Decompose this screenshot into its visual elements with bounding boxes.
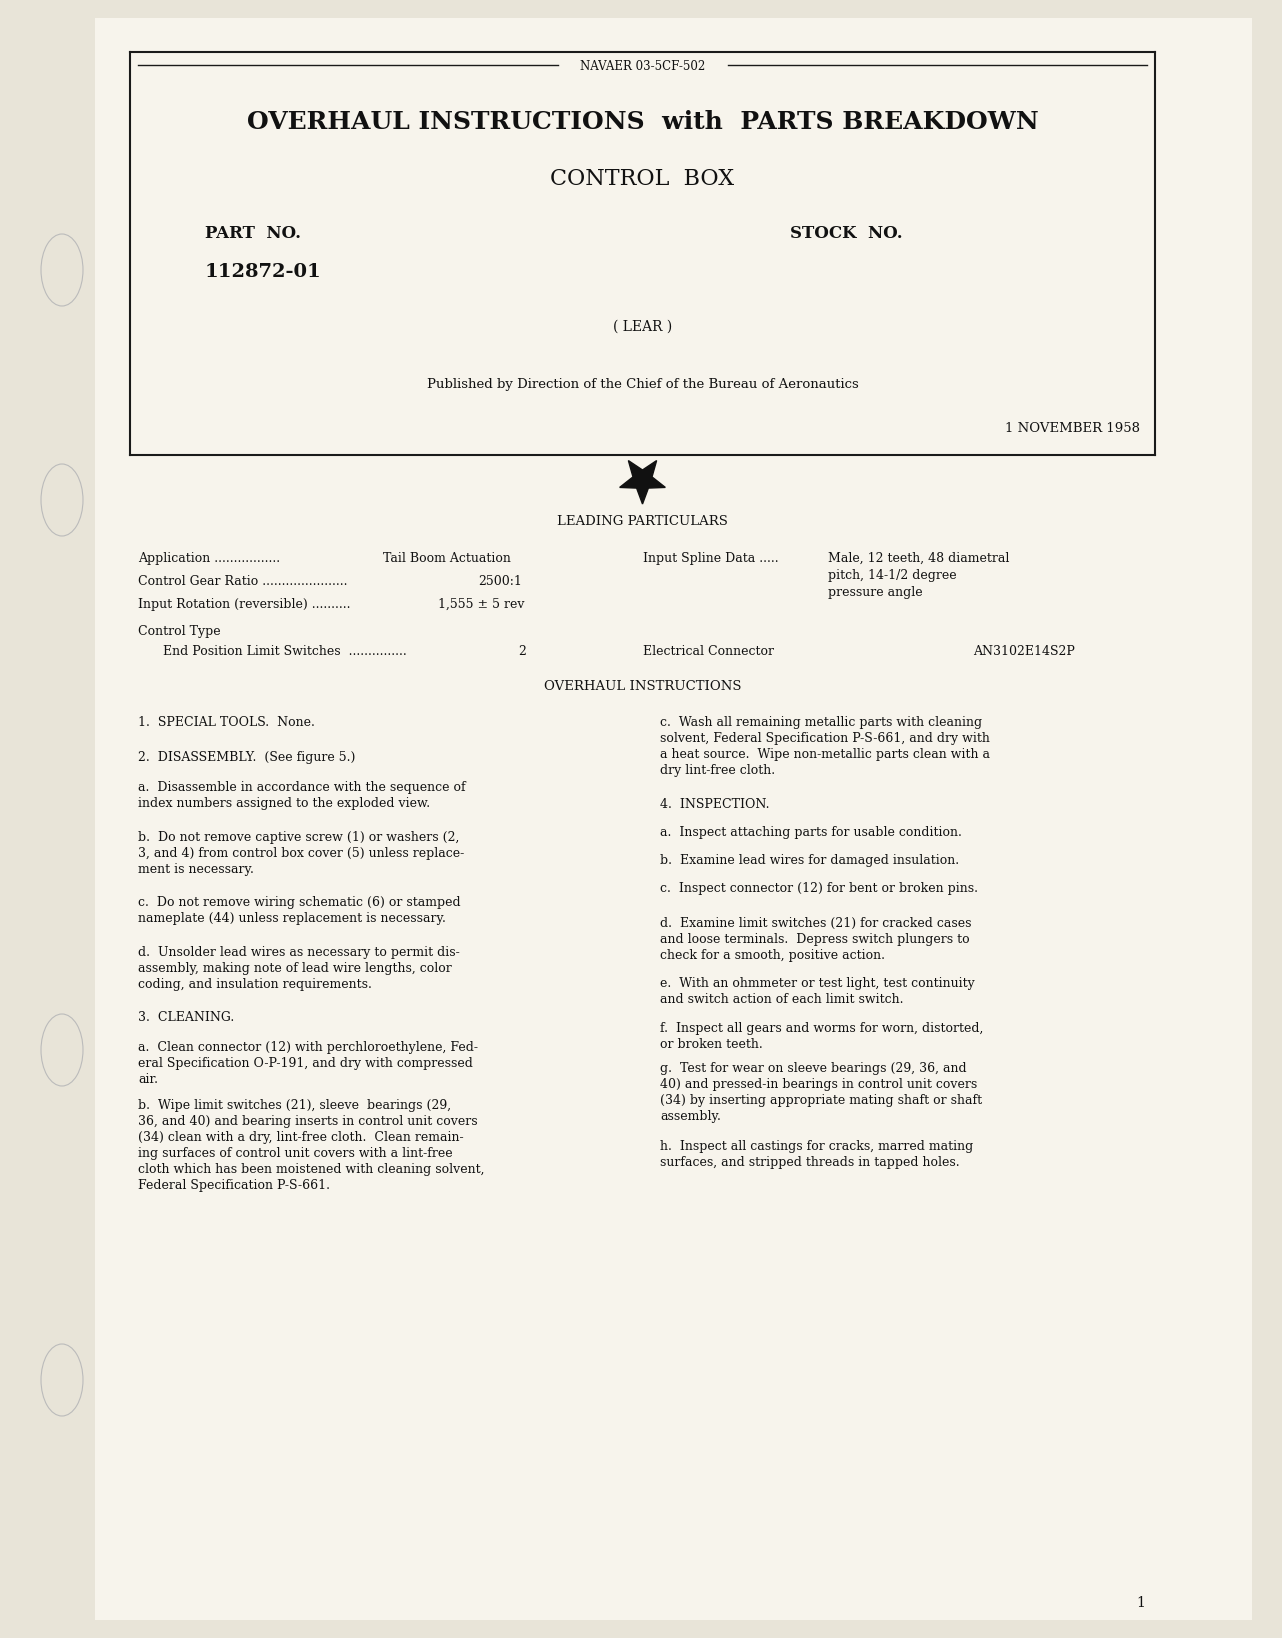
- Text: 2.  DISASSEMBLY.  (See figure 5.): 2. DISASSEMBLY. (See figure 5.): [138, 750, 355, 763]
- Text: d.  Unsolder lead wires as necessary to permit dis-
assembly, making note of lea: d. Unsolder lead wires as necessary to p…: [138, 947, 460, 991]
- Text: OVERHAUL INSTRUCTIONS  with  PARTS BREAKDOWN: OVERHAUL INSTRUCTIONS with PARTS BREAKDO…: [246, 110, 1038, 134]
- Text: c.  Do not remove wiring schematic (6) or stamped
nameplate (44) unless replacem: c. Do not remove wiring schematic (6) or…: [138, 896, 460, 925]
- Text: a.  Inspect attaching parts for usable condition.: a. Inspect attaching parts for usable co…: [660, 826, 962, 839]
- Text: 1.  SPECIAL TOOLS.  None.: 1. SPECIAL TOOLS. None.: [138, 716, 315, 729]
- Ellipse shape: [41, 1014, 83, 1086]
- Text: pitch, 14-1/2 degree: pitch, 14-1/2 degree: [828, 568, 956, 581]
- Text: End Position Limit Switches  ...............: End Position Limit Switches ............…: [163, 645, 406, 658]
- Text: Input Spline Data .....: Input Spline Data .....: [644, 552, 778, 565]
- Text: Tail Boom Actuation: Tail Boom Actuation: [383, 552, 510, 565]
- Text: b.  Wipe limit switches (21), sleeve  bearings (29,
36, and 40) and bearing inse: b. Wipe limit switches (21), sleeve bear…: [138, 1099, 485, 1192]
- Text: 2: 2: [518, 645, 526, 658]
- Polygon shape: [619, 460, 665, 505]
- Text: Published by Direction of the Chief of the Bureau of Aeronautics: Published by Direction of the Chief of t…: [427, 378, 859, 391]
- Ellipse shape: [41, 464, 83, 536]
- Ellipse shape: [41, 234, 83, 306]
- Text: d.  Examine limit switches (21) for cracked cases
and loose terminals.  Depress : d. Examine limit switches (21) for crack…: [660, 917, 972, 962]
- Text: g.  Test for wear on sleeve bearings (29, 36, and
40) and pressed-in bearings in: g. Test for wear on sleeve bearings (29,…: [660, 1061, 982, 1124]
- Text: LEADING PARTICULARS: LEADING PARTICULARS: [558, 514, 728, 527]
- Text: Application .................: Application .................: [138, 552, 281, 565]
- Text: pressure angle: pressure angle: [828, 586, 923, 600]
- Text: Input Rotation (reversible) ..........: Input Rotation (reversible) ..........: [138, 598, 350, 611]
- Text: a.  Disassemble in accordance with the sequence of
index numbers assigned to the: a. Disassemble in accordance with the se…: [138, 781, 465, 811]
- Text: 4.  INSPECTION.: 4. INSPECTION.: [660, 798, 769, 811]
- Text: NAVAER 03-5CF-502: NAVAER 03-5CF-502: [579, 61, 705, 74]
- Text: Male, 12 teeth, 48 diametral: Male, 12 teeth, 48 diametral: [828, 552, 1009, 565]
- Text: e.  With an ohmmeter or test light, test continuity
and switch action of each li: e. With an ohmmeter or test light, test …: [660, 976, 974, 1006]
- Text: CONTROL  BOX: CONTROL BOX: [550, 169, 735, 190]
- Text: 1: 1: [1136, 1595, 1145, 1610]
- Text: Control Gear Ratio ......................: Control Gear Ratio .....................…: [138, 575, 347, 588]
- Text: AN3102E14S2P: AN3102E14S2P: [973, 645, 1074, 658]
- Text: STOCK  NO.: STOCK NO.: [790, 224, 903, 242]
- Ellipse shape: [41, 1345, 83, 1415]
- Text: f.  Inspect all gears and worms for worn, distorted,
or broken teeth.: f. Inspect all gears and worms for worn,…: [660, 1022, 983, 1052]
- Text: 3.  CLEANING.: 3. CLEANING.: [138, 1011, 235, 1024]
- Text: c.  Inspect connector (12) for bent or broken pins.: c. Inspect connector (12) for bent or br…: [660, 881, 978, 894]
- Text: 1 NOVEMBER 1958: 1 NOVEMBER 1958: [1005, 423, 1140, 436]
- Text: b.  Do not remove captive screw (1) or washers (2,
3, and 4) from control box co: b. Do not remove captive screw (1) or wa…: [138, 830, 464, 876]
- Text: PART  NO.: PART NO.: [205, 224, 301, 242]
- Text: Control Type: Control Type: [138, 626, 221, 637]
- Text: b.  Examine lead wires for damaged insulation.: b. Examine lead wires for damaged insula…: [660, 853, 959, 867]
- Text: h.  Inspect all castings for cracks, marred mating
surfaces, and stripped thread: h. Inspect all castings for cracks, marr…: [660, 1140, 973, 1170]
- Text: a.  Clean connector (12) with perchloroethylene, Fed-
eral Specification O-P-191: a. Clean connector (12) with perchloroet…: [138, 1042, 478, 1086]
- Text: OVERHAUL INSTRUCTIONS: OVERHAUL INSTRUCTIONS: [544, 680, 741, 693]
- Text: 112872-01: 112872-01: [205, 264, 322, 282]
- Text: Electrical Connector: Electrical Connector: [644, 645, 774, 658]
- Text: 1,555 ± 5 rev: 1,555 ± 5 rev: [438, 598, 524, 611]
- Text: 2500:1: 2500:1: [478, 575, 522, 588]
- Text: c.  Wash all remaining metallic parts with cleaning
solvent, Federal Specificati: c. Wash all remaining metallic parts wit…: [660, 716, 990, 776]
- Text: ( LEAR ): ( LEAR ): [613, 319, 672, 334]
